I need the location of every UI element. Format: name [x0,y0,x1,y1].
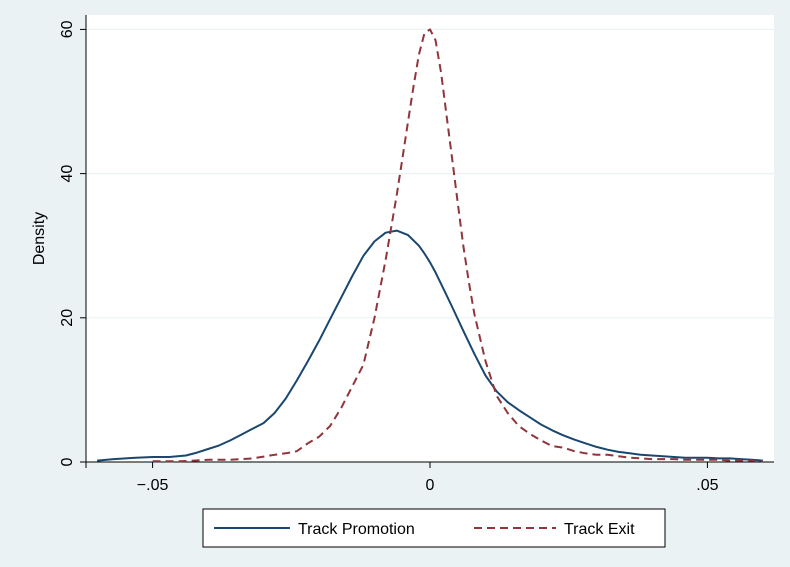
plot-area [86,15,774,462]
axes: 0 20 40 60 −.05 0 .05 [59,15,774,494]
series-line-1 [152,28,763,463]
y-tick-label: 0 [59,457,76,466]
legend: Track Promotion Track Exit [202,508,666,548]
series-line-0 [97,229,763,462]
legend-label-0: Track Promotion [298,521,415,538]
legend-label-1: Track Exit [564,521,635,538]
x-tick-label: .05 [696,477,718,494]
y-tick-label: 40 [59,165,76,183]
x-tick-label: 0 [426,477,435,494]
y-tick-label: 60 [59,20,76,38]
series-lines [97,28,763,463]
x-tick-label: −.05 [137,477,169,494]
y-tick-label: 20 [59,309,76,327]
y-axis-title: Density [31,212,48,265]
